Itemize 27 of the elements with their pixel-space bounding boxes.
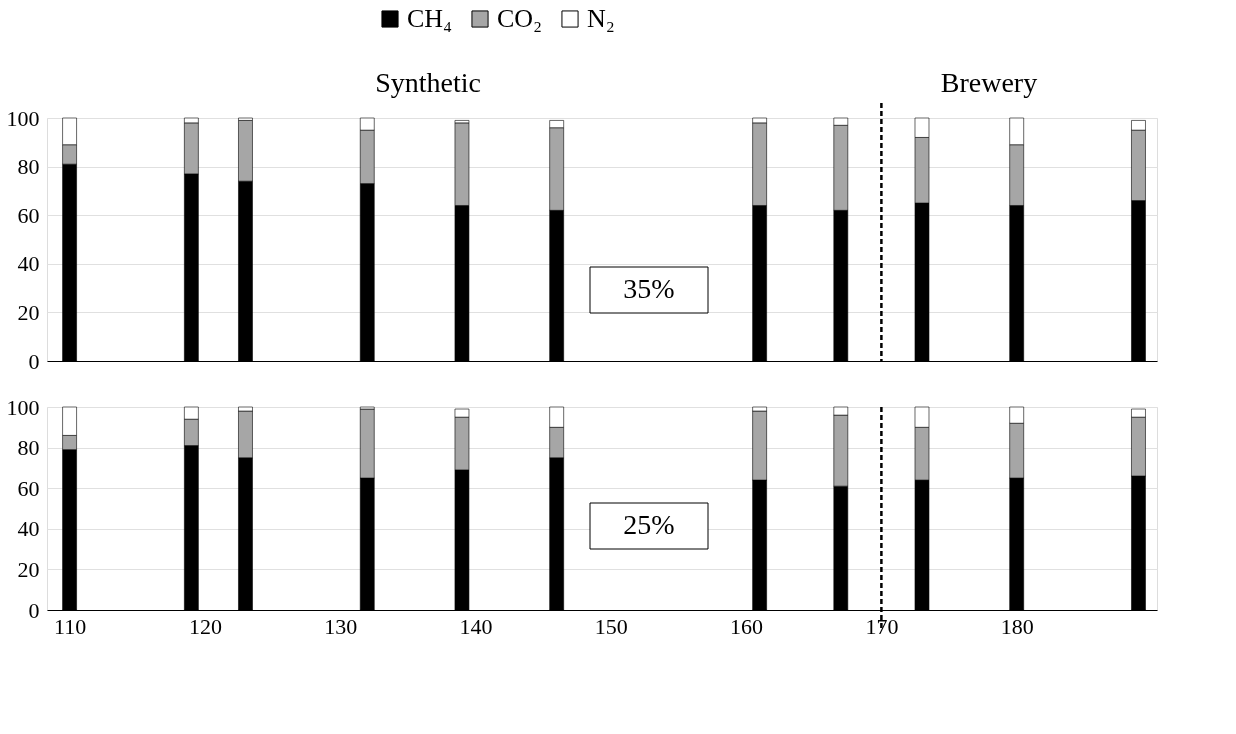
x-tick-label: 150 xyxy=(594,613,628,639)
x-tick-label: 180 xyxy=(1000,613,1034,639)
x-tick-label: 120 xyxy=(188,613,222,639)
annotation: 35% xyxy=(623,273,675,304)
x-tick-label: 160 xyxy=(730,613,764,639)
y-tick-label: 100 xyxy=(6,105,40,131)
y-tick-label: 0 xyxy=(28,597,40,623)
x-tick-label: 130 xyxy=(324,613,358,639)
y-tick-label: 40 xyxy=(17,251,40,277)
y-tick-label: 60 xyxy=(17,475,40,501)
y-tick-label: 100 xyxy=(6,394,40,420)
y-tick-label: 40 xyxy=(17,516,40,542)
y-tick-label: 80 xyxy=(17,154,40,180)
x-tick-label: 170 xyxy=(865,613,899,639)
text: Brewery xyxy=(940,67,1038,98)
y-tick-label: 60 xyxy=(17,202,40,228)
y-tick-label: 20 xyxy=(17,299,40,325)
x-tick-label: 110 xyxy=(54,613,87,639)
text: Synthetic xyxy=(375,67,481,98)
legend-label: CH₄ xyxy=(407,4,453,33)
y-tick-label: 80 xyxy=(17,435,40,461)
y-tick-label: 20 xyxy=(17,556,40,582)
y-tick-label: 0 xyxy=(28,348,40,374)
x-tick-label: 140 xyxy=(459,613,493,639)
legend-label: CO₂ xyxy=(497,4,543,33)
annotation: 25% xyxy=(623,509,675,540)
legend-label: N₂ xyxy=(587,4,615,33)
